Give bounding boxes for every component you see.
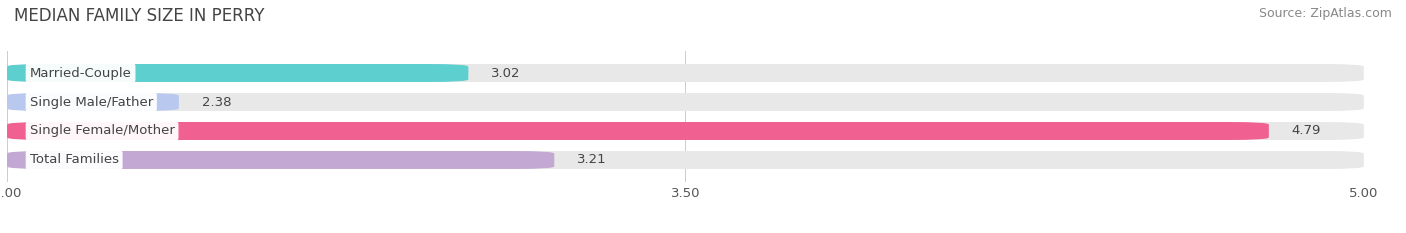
Text: Married-Couple: Married-Couple bbox=[30, 66, 132, 79]
FancyBboxPatch shape bbox=[7, 64, 468, 82]
Text: 3.02: 3.02 bbox=[491, 66, 520, 79]
FancyBboxPatch shape bbox=[7, 64, 1364, 82]
Text: 3.21: 3.21 bbox=[576, 154, 606, 167]
FancyBboxPatch shape bbox=[7, 151, 1364, 169]
FancyBboxPatch shape bbox=[7, 151, 554, 169]
Text: Total Families: Total Families bbox=[30, 154, 118, 167]
FancyBboxPatch shape bbox=[7, 122, 1268, 140]
FancyBboxPatch shape bbox=[7, 93, 179, 111]
Text: Single Female/Mother: Single Female/Mother bbox=[30, 124, 174, 137]
FancyBboxPatch shape bbox=[7, 122, 1364, 140]
Text: Source: ZipAtlas.com: Source: ZipAtlas.com bbox=[1258, 7, 1392, 20]
Text: Single Male/Father: Single Male/Father bbox=[30, 96, 153, 109]
FancyBboxPatch shape bbox=[7, 93, 1364, 111]
Text: 2.38: 2.38 bbox=[201, 96, 231, 109]
Text: 4.79: 4.79 bbox=[1292, 124, 1320, 137]
Text: MEDIAN FAMILY SIZE IN PERRY: MEDIAN FAMILY SIZE IN PERRY bbox=[14, 7, 264, 25]
